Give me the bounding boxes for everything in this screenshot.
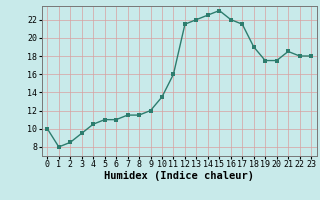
X-axis label: Humidex (Indice chaleur): Humidex (Indice chaleur) [104, 171, 254, 181]
